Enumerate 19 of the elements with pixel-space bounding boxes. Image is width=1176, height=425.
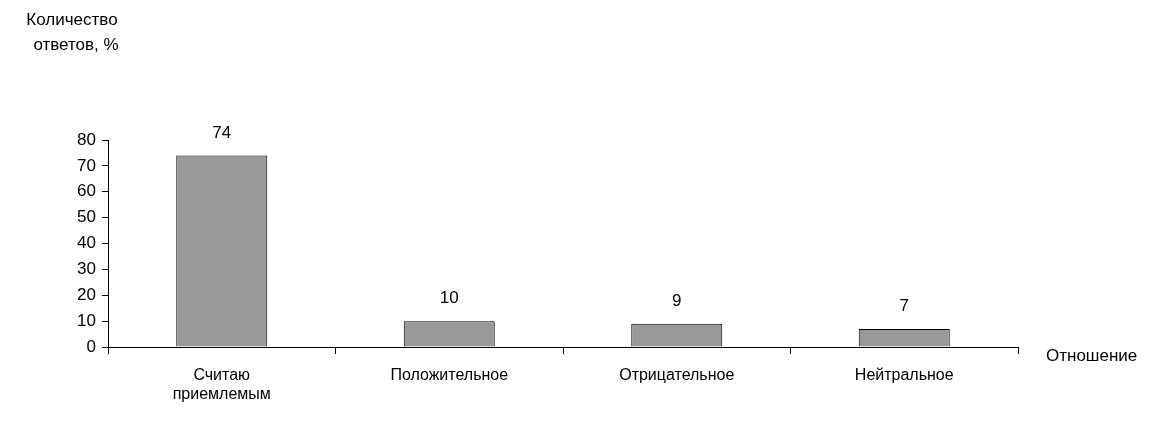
data-label: 74 <box>212 122 232 142</box>
data-label: 10 <box>439 288 459 308</box>
x-tick-label: Считаю приемлемым <box>172 366 271 403</box>
y-tick-label: 60 <box>77 181 96 201</box>
y-axis-title: Количество ответов, % <box>26 9 119 54</box>
x-tick-label: Положительное <box>390 366 509 384</box>
data-label: 7 <box>899 296 909 316</box>
y-tick-label: 80 <box>77 129 96 149</box>
y-tick-label: 70 <box>77 155 96 175</box>
x-axis-title: Отношение <box>1046 345 1138 365</box>
y-tick-label: 0 <box>86 336 96 356</box>
x-tick-label: Нейтральное <box>854 366 954 384</box>
y-tick-label: 20 <box>77 284 96 304</box>
y-tick-label: 50 <box>77 207 96 227</box>
x-tick-label: Отрицательное <box>619 366 735 384</box>
y-tick-label: 30 <box>77 259 96 279</box>
y-tick-label: 10 <box>77 310 96 330</box>
data-label: 9 <box>672 290 682 310</box>
y-tick-label: 40 <box>77 233 96 253</box>
